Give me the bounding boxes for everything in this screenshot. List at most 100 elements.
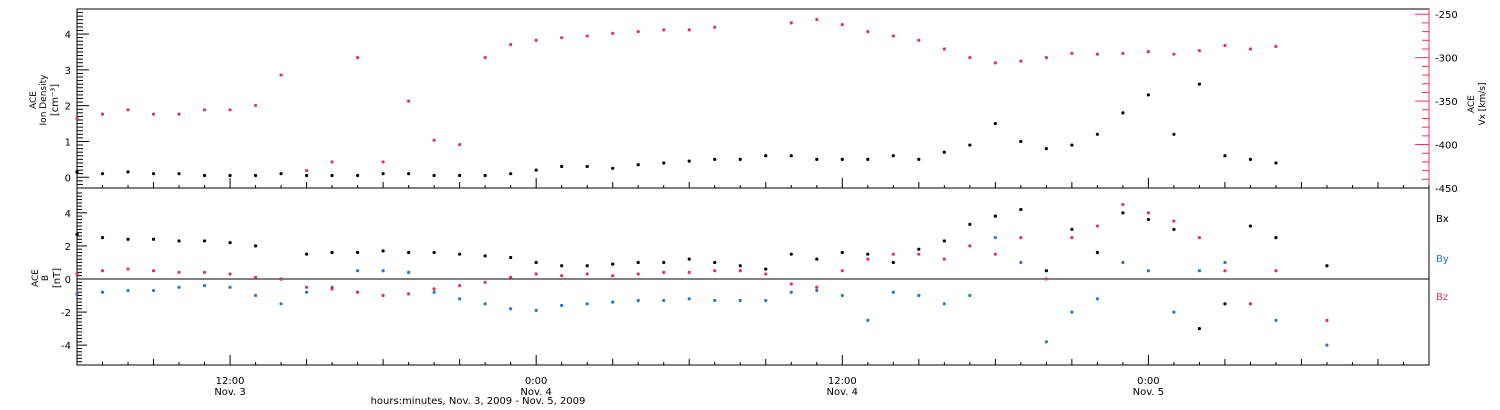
data-point xyxy=(509,172,513,176)
data-point-bz xyxy=(917,252,921,256)
data-point xyxy=(304,169,309,173)
data-point-bx xyxy=(942,239,946,243)
data-point-bx xyxy=(202,239,207,243)
top-left-axis: 0 1 2 3 4 xyxy=(65,12,89,185)
data-point-bz xyxy=(432,287,436,291)
data-point xyxy=(407,99,411,103)
data-point-by xyxy=(713,298,717,303)
data-point xyxy=(1019,139,1023,144)
data-point xyxy=(866,157,870,161)
data-point-by xyxy=(1146,269,1150,273)
data-point xyxy=(687,159,691,163)
data-point xyxy=(1070,143,1074,147)
ylabel-line-3: [cm⁻³] xyxy=(50,84,61,116)
data-point xyxy=(100,112,105,116)
data-point-bx xyxy=(381,249,385,253)
data-point xyxy=(968,56,972,60)
data-point xyxy=(764,154,768,158)
data-point-by xyxy=(1172,310,1176,314)
data-point xyxy=(560,36,564,40)
data-point-bz xyxy=(891,252,895,256)
data-point xyxy=(1248,157,1253,161)
data-point xyxy=(202,173,207,178)
data-point-by xyxy=(917,293,921,298)
data-point-bz xyxy=(942,257,946,261)
legend-entry-by: By xyxy=(1436,254,1449,265)
data-point-by xyxy=(560,303,564,308)
data-point-bx xyxy=(840,250,844,255)
data-point-bz xyxy=(1019,236,1023,240)
data-point-bx xyxy=(483,254,487,258)
data-point-by xyxy=(764,298,768,303)
top-right-tick-label: -450 xyxy=(1435,184,1458,195)
data-point-bx xyxy=(75,232,79,236)
data-point-bx xyxy=(1044,269,1048,273)
data-point-by xyxy=(151,288,156,293)
data-point xyxy=(534,38,538,42)
data-point xyxy=(1095,132,1099,136)
data-point xyxy=(585,164,589,169)
data-point xyxy=(202,108,207,112)
data-point-bx xyxy=(1121,211,1125,215)
data-point-bx xyxy=(177,239,181,243)
data-point-by xyxy=(177,285,181,289)
data-point-bz xyxy=(1070,236,1074,240)
data-point-by xyxy=(1095,297,1099,301)
data-point-bx xyxy=(891,260,895,265)
data-point-by xyxy=(228,285,232,289)
data-point xyxy=(151,172,156,176)
top-panel-data xyxy=(75,17,1278,178)
data-point xyxy=(1146,93,1150,97)
x-tick-sublabel: Nov. 5 xyxy=(1133,387,1164,398)
data-point-by xyxy=(432,290,436,294)
data-point-bz xyxy=(968,244,972,248)
x-tick-sublabel: Nov. 3 xyxy=(214,387,245,398)
data-point-bz xyxy=(1121,202,1125,207)
data-point-by xyxy=(1044,340,1048,344)
ylabel-right-line-2: Vx [km/s] xyxy=(1478,82,1488,125)
bottom-panel-data xyxy=(75,202,1329,347)
bottom-left-tick-label: -4 xyxy=(61,341,71,352)
data-point xyxy=(177,112,181,116)
data-point-by xyxy=(1274,318,1278,322)
data-point-bz xyxy=(100,269,105,273)
top-left-tick-label: 0 xyxy=(65,173,71,184)
bottom-left-tick-label: -2 xyxy=(61,308,71,319)
data-point xyxy=(458,173,462,178)
data-point xyxy=(483,56,487,60)
data-point-by xyxy=(1121,260,1125,265)
data-point xyxy=(636,29,640,34)
data-point xyxy=(177,172,181,176)
data-point xyxy=(789,154,793,158)
data-point-bx xyxy=(126,237,130,241)
top-right-tick-label: -350 xyxy=(1435,97,1458,108)
top-left-tick-label: 4 xyxy=(65,30,71,41)
data-point-bx xyxy=(509,255,513,260)
data-point xyxy=(585,34,589,38)
data-point-by xyxy=(840,293,844,298)
x-axis-title: hours:minutes, Nov. 3, 2009 - Nov. 5, 20… xyxy=(371,396,586,407)
data-point-by xyxy=(202,283,207,288)
data-point-bx xyxy=(636,260,640,265)
data-point-by xyxy=(789,290,793,294)
data-point-by xyxy=(458,297,462,301)
data-point-by xyxy=(100,290,105,294)
data-point-bz xyxy=(764,272,768,276)
data-point-bz xyxy=(1325,318,1329,322)
data-point-bx xyxy=(585,264,589,268)
data-point-bz xyxy=(738,269,742,273)
data-point xyxy=(1223,43,1227,48)
data-point xyxy=(126,108,130,112)
data-point-bx xyxy=(356,250,360,255)
data-point-bz xyxy=(1172,219,1176,223)
data-point xyxy=(304,173,309,178)
data-point-by xyxy=(1223,260,1227,265)
data-point xyxy=(687,28,691,32)
data-point-bz xyxy=(279,277,283,281)
data-point-by xyxy=(585,302,589,306)
bottom-panel-frame xyxy=(76,187,1430,366)
data-point xyxy=(993,121,997,126)
data-point-bx xyxy=(151,237,156,241)
data-point-bz xyxy=(815,285,819,289)
data-point-bx xyxy=(968,222,972,226)
